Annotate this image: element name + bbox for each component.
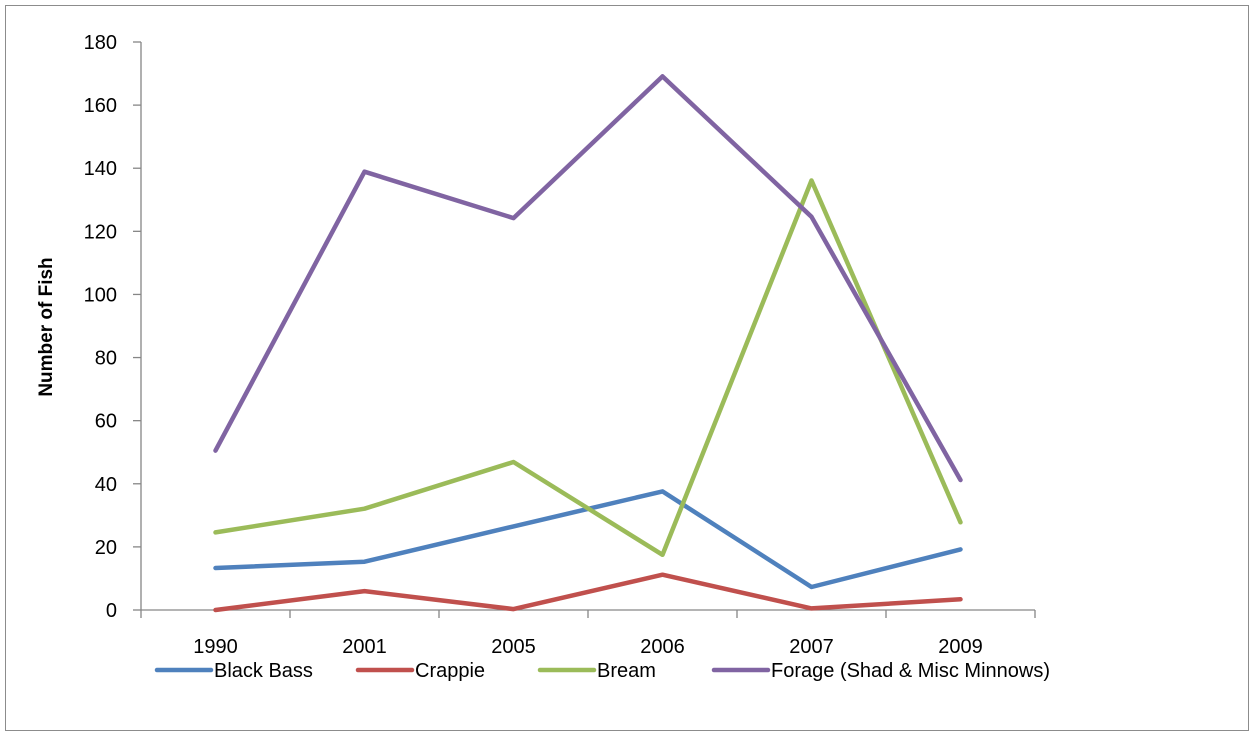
y-tick-label: 140 (84, 158, 117, 180)
y-tick-label: 120 (84, 221, 117, 243)
x-tick-label: 2005 (491, 636, 536, 658)
x-tick-label: 2009 (938, 636, 983, 658)
x-axis: 1990 2001 2005 2006 2007 2009 (140, 609, 1036, 658)
y-tick-label: 160 (84, 95, 117, 117)
legend-label: Bream (597, 660, 656, 682)
y-axis: 0 20 40 60 80 100 120 140 160 180 (84, 32, 142, 622)
series-line-bream (213, 178, 963, 558)
x-tick-label: 2007 (789, 636, 834, 658)
legend: Black Bass Crappie Bream Forage (Shad & Mis… (154, 660, 1050, 682)
series-line-crappie (213, 572, 963, 613)
x-tick-label: 2001 (342, 636, 387, 658)
y-tick-label: 0 (106, 600, 117, 622)
x-tick-label: 1990 (193, 636, 238, 658)
x-tick-label: 2006 (640, 636, 685, 658)
y-tick-label: 80 (95, 348, 117, 370)
y-axis-title: Number of Fish (36, 257, 57, 396)
y-tick-label: 40 (95, 474, 117, 496)
series-line-black-bass (213, 489, 963, 590)
y-tick-label: 180 (84, 32, 117, 54)
y-tick-label: 100 (84, 284, 117, 306)
legend-label: Black Bass (214, 660, 313, 682)
series-lines (213, 74, 963, 613)
series-line-forage-shad-misc-minnows (213, 74, 963, 483)
y-tick-label: 20 (95, 537, 117, 559)
y-tick-label: 60 (95, 411, 117, 433)
legend-label: Forage (Shad & Misc Minnows) (771, 660, 1050, 682)
legend-label: Crappie (415, 660, 485, 682)
